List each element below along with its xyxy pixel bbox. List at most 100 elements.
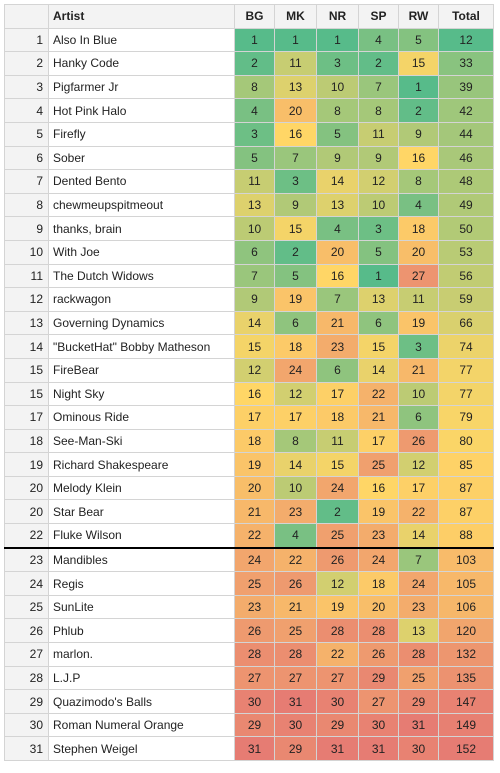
artist-cell[interactable]: chewmeupspitmeout (48, 192, 235, 218)
mk-score-cell[interactable]: 29 (274, 736, 317, 761)
total-cell[interactable]: 120 (438, 618, 494, 644)
mk-score-cell[interactable]: 20 (274, 98, 317, 123)
bg-score-cell[interactable]: 13 (234, 192, 275, 218)
sp-score-cell[interactable]: 20 (358, 594, 399, 620)
artist-cell[interactable]: Hanky Code (48, 51, 235, 76)
bg-score-cell[interactable]: 6 (234, 239, 275, 265)
nr-score-cell[interactable]: 29 (316, 712, 359, 738)
bg-score-cell[interactable]: 12 (234, 357, 275, 383)
rw-score-cell[interactable]: 6 (398, 405, 439, 430)
row-rank-cell[interactable]: 9 (4, 216, 49, 241)
row-rank-cell[interactable]: 28 (4, 665, 49, 691)
artist-cell[interactable]: FireBear (48, 357, 235, 383)
sp-score-cell[interactable]: 26 (358, 642, 399, 667)
artist-cell[interactable]: Hot Pink Halo (48, 98, 235, 123)
mk-score-cell[interactable]: 1 (274, 27, 317, 53)
total-cell[interactable]: 105 (438, 571, 494, 596)
mk-score-cell[interactable]: 18 (274, 334, 317, 359)
total-cell[interactable]: 147 (438, 689, 494, 714)
artist-cell[interactable]: Fluke Wilson (48, 523, 235, 549)
artist-cell[interactable]: With Joe (48, 239, 235, 265)
mk-score-cell[interactable]: 25 (274, 618, 317, 644)
total-cell[interactable]: 42 (438, 98, 494, 123)
mk-score-cell[interactable]: 16 (274, 121, 317, 147)
artist-cell[interactable]: Phlub (48, 618, 235, 644)
total-cell[interactable]: 77 (438, 381, 494, 407)
mk-column-header[interactable]: MK (274, 4, 317, 29)
rw-score-cell[interactable]: 2 (398, 98, 439, 123)
rw-score-cell[interactable]: 29 (398, 689, 439, 714)
artist-cell[interactable]: thanks, brain (48, 216, 235, 241)
nr-score-cell[interactable]: 23 (316, 334, 359, 359)
total-cell[interactable]: 80 (438, 428, 494, 454)
bg-score-cell[interactable]: 20 (234, 475, 275, 501)
rw-score-cell[interactable]: 15 (398, 51, 439, 76)
bg-score-cell[interactable]: 28 (234, 642, 275, 667)
row-rank-cell[interactable]: 27 (4, 642, 49, 667)
bg-score-cell[interactable]: 26 (234, 618, 275, 644)
mk-score-cell[interactable]: 2 (274, 239, 317, 265)
bg-score-cell[interactable]: 9 (234, 287, 275, 312)
rw-score-cell[interactable]: 12 (398, 452, 439, 477)
sp-score-cell[interactable]: 25 (358, 452, 399, 477)
bg-score-cell[interactable]: 3 (234, 121, 275, 147)
bg-score-cell[interactable]: 18 (234, 428, 275, 454)
artist-cell[interactable]: Mandibles (48, 547, 235, 573)
total-cell[interactable]: 87 (438, 475, 494, 501)
rw-score-cell[interactable]: 27 (398, 263, 439, 289)
total-cell[interactable]: 12 (438, 27, 494, 53)
mk-score-cell[interactable]: 31 (274, 689, 317, 714)
rw-score-cell[interactable]: 17 (398, 475, 439, 501)
bg-score-cell[interactable]: 24 (234, 547, 275, 573)
mk-score-cell[interactable]: 27 (274, 665, 317, 691)
sp-score-cell[interactable]: 28 (358, 618, 399, 644)
artist-cell[interactable]: Also In Blue (48, 27, 235, 53)
sp-score-cell[interactable]: 1 (358, 263, 399, 289)
mk-score-cell[interactable]: 23 (274, 499, 317, 525)
mk-score-cell[interactable]: 17 (274, 405, 317, 430)
nr-score-cell[interactable]: 18 (316, 405, 359, 430)
bg-score-cell[interactable]: 27 (234, 665, 275, 691)
sp-score-cell[interactable]: 15 (358, 334, 399, 359)
nr-score-cell[interactable]: 26 (316, 547, 359, 573)
row-rank-cell[interactable]: 15 (4, 357, 49, 383)
rw-score-cell[interactable]: 26 (398, 428, 439, 454)
rw-column-header[interactable]: RW (398, 4, 439, 29)
total-cell[interactable]: 87 (438, 499, 494, 525)
total-cell[interactable]: 66 (438, 310, 494, 336)
row-rank-cell[interactable]: 11 (4, 263, 49, 289)
rw-score-cell[interactable]: 4 (398, 192, 439, 218)
sp-score-cell[interactable]: 13 (358, 287, 399, 312)
rw-score-cell[interactable]: 23 (398, 594, 439, 620)
sp-score-cell[interactable]: 4 (358, 27, 399, 53)
row-rank-cell[interactable]: 3 (4, 74, 49, 100)
rw-score-cell[interactable]: 1 (398, 74, 439, 100)
nr-score-cell[interactable]: 12 (316, 571, 359, 596)
sp-score-cell[interactable]: 3 (358, 216, 399, 241)
bg-score-cell[interactable]: 16 (234, 381, 275, 407)
rw-score-cell[interactable]: 9 (398, 121, 439, 147)
mk-score-cell[interactable]: 26 (274, 571, 317, 596)
bg-score-cell[interactable]: 29 (234, 712, 275, 738)
sp-score-cell[interactable]: 29 (358, 665, 399, 691)
mk-score-cell[interactable]: 5 (274, 263, 317, 289)
total-cell[interactable]: 48 (438, 169, 494, 194)
total-cell[interactable]: 56 (438, 263, 494, 289)
row-rank-cell[interactable]: 19 (4, 452, 49, 477)
rw-score-cell[interactable]: 22 (398, 499, 439, 525)
total-cell[interactable]: 106 (438, 594, 494, 620)
sp-score-cell[interactable]: 2 (358, 51, 399, 76)
mk-score-cell[interactable]: 24 (274, 357, 317, 383)
bg-score-cell[interactable]: 31 (234, 736, 275, 761)
row-rank-cell[interactable]: 17 (4, 405, 49, 430)
total-cell[interactable]: 103 (438, 547, 494, 573)
row-rank-cell[interactable]: 24 (4, 571, 49, 596)
mk-score-cell[interactable]: 22 (274, 547, 317, 573)
total-cell[interactable]: 74 (438, 334, 494, 359)
nr-score-cell[interactable]: 16 (316, 263, 359, 289)
total-cell[interactable]: 33 (438, 51, 494, 76)
mk-score-cell[interactable]: 10 (274, 475, 317, 501)
bg-score-cell[interactable]: 22 (234, 523, 275, 549)
artist-cell[interactable]: Roman Numeral Orange (48, 712, 235, 738)
artist-cell[interactable]: Ominous Ride (48, 405, 235, 430)
